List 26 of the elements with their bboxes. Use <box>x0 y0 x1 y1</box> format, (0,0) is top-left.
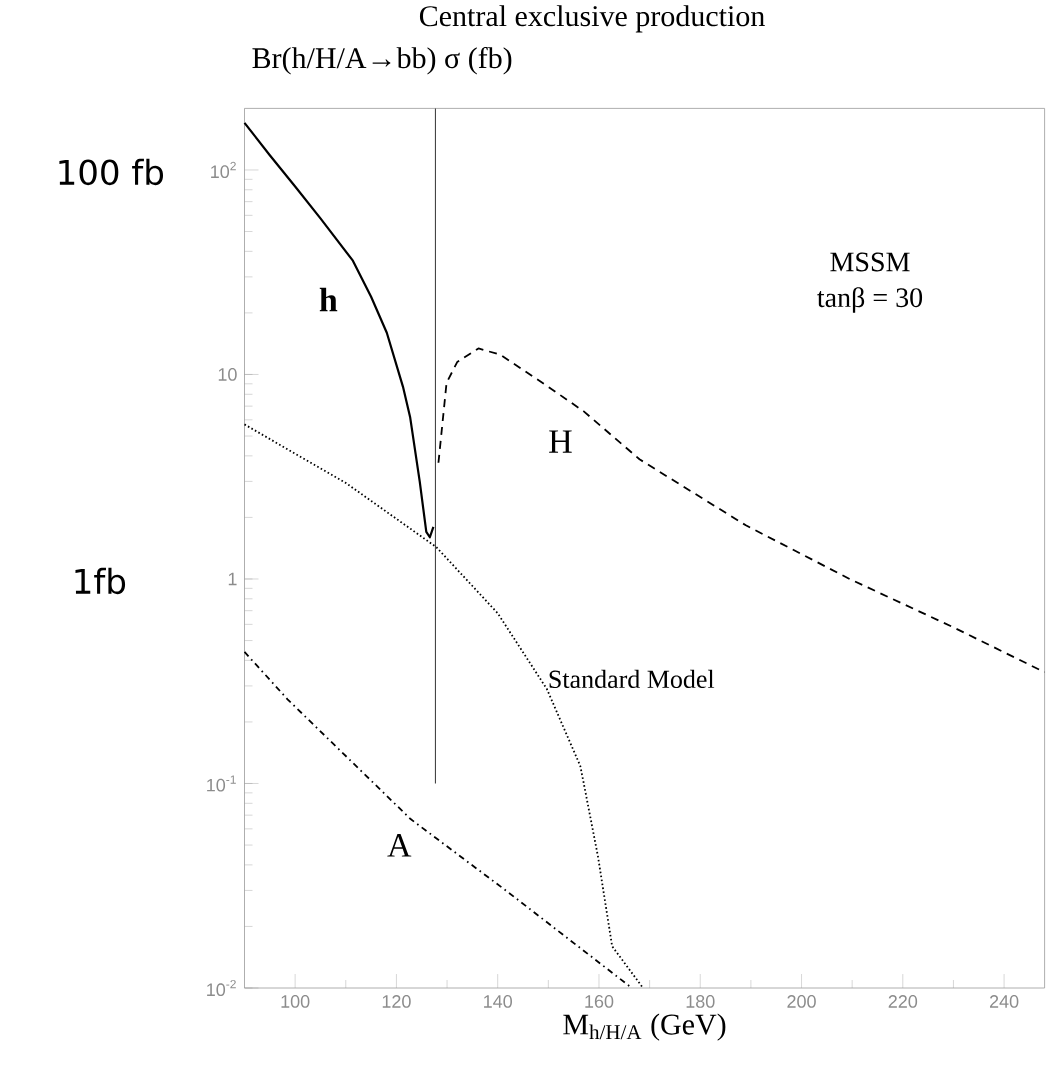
series-label: H <box>549 430 572 453</box>
y-tick-label: 10$^{-1}$ <box>207 775 236 792</box>
y-tick-label: 1 <box>228 572 237 586</box>
x-tick-label: 140 <box>484 995 513 1008</box>
x-axis-title: M$_{h/H/A}$ (GeV) <box>563 1013 726 1041</box>
x-tick-label: 160 <box>585 995 614 1008</box>
y-axis-title: Br(h/H/A→bb) σ (fb) <box>252 46 512 75</box>
series-label: A <box>387 834 412 857</box>
x-tick-label: 120 <box>382 995 411 1008</box>
y-tick-label: 10$^{2}$ <box>211 161 236 179</box>
annotation: MSSM <box>830 252 910 272</box>
line-series <box>243 423 644 989</box>
chart-title: Central exclusive production <box>419 5 765 33</box>
y-tick-label: 10 <box>218 368 237 381</box>
line-series <box>243 121 435 539</box>
x-tick-label: 100 <box>281 995 310 1008</box>
x-tick-label: 180 <box>686 995 715 1008</box>
series-label: h <box>319 287 338 312</box>
series-label: Standard Model <box>549 669 715 689</box>
x-tick-label: 200 <box>787 995 816 1008</box>
x-tick-label: 220 <box>888 995 918 1008</box>
x-tick-label: 240 <box>989 995 1019 1008</box>
y-tick-label: 10$^{-2}$ <box>207 979 236 997</box>
text: 1fb <box>75 567 126 595</box>
annotation: tanβ = 30 <box>817 287 923 313</box>
text: 100 fb <box>59 158 164 186</box>
